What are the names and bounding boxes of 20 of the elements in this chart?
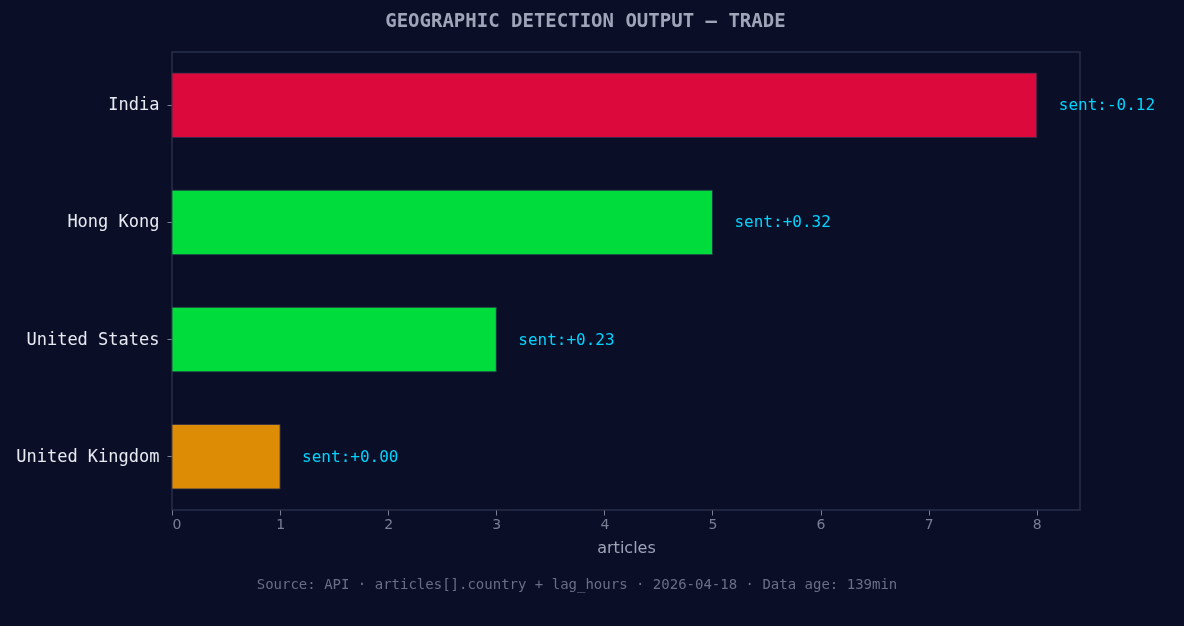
- y-tick-label: United States: [26, 328, 160, 349]
- x-tick-label: 6: [816, 515, 826, 532]
- x-tick-label: 0: [172, 515, 182, 532]
- annotation: sent:+0.32: [734, 212, 831, 232]
- annotation: sent:+0.00: [302, 446, 399, 466]
- annotation: sent:-0.12: [1058, 95, 1156, 115]
- x-tick-label: 7: [924, 515, 934, 532]
- x-tick-label: 3: [492, 515, 502, 532]
- y-tick-label: United Kingdom: [16, 445, 160, 466]
- x-tick-label: 8: [1032, 515, 1042, 532]
- x-tick-label: 2: [384, 515, 394, 532]
- chart-title: GEOGRAPHIC DETECTION OUTPUT — TRADE: [385, 9, 786, 32]
- x-tick-label: 4: [600, 515, 610, 532]
- y-tick-label: Hong Kong: [67, 211, 160, 232]
- x-tick-label: 1: [276, 515, 286, 532]
- x-tick-label: 5: [708, 515, 718, 532]
- y-tick-label: India: [108, 94, 160, 115]
- x-axis-title: articles: [597, 537, 656, 557]
- source-note: Source: API · articles[].country + lag_hours · 2026-04-18 · Data age: 139min: [256, 576, 898, 593]
- annotation: sent:+0.23: [518, 329, 615, 349]
